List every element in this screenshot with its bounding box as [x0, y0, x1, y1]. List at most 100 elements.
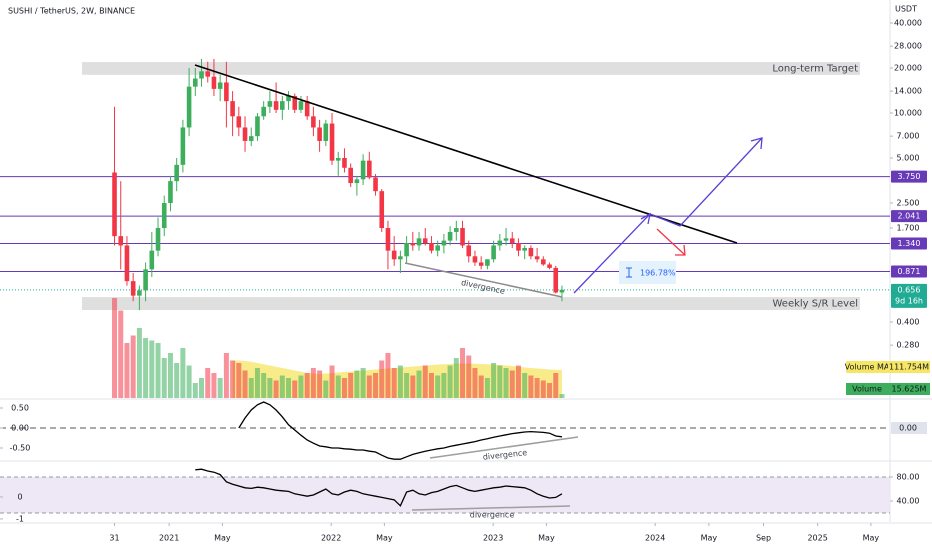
candle-body	[130, 281, 136, 296]
candle-body	[217, 82, 223, 89]
x-tick-label: May	[863, 534, 880, 543]
volume-bar	[136, 328, 142, 398]
volume-bar	[223, 353, 229, 398]
candle-body	[186, 86, 192, 128]
volume-bar	[503, 368, 509, 398]
y-tick-label: 1.700	[897, 224, 920, 233]
candle-body	[112, 172, 117, 237]
volume-bar	[559, 394, 565, 398]
volume-bar	[391, 368, 397, 398]
volume-bar	[112, 298, 118, 398]
legend-name: Volume MA	[845, 363, 890, 372]
volume-bar	[242, 370, 248, 398]
y-tick-label: 0.50	[11, 404, 29, 413]
volume-bar	[161, 358, 167, 398]
volume-bar	[478, 375, 484, 398]
volume-bar	[230, 360, 236, 398]
y-tick-label: 28.000	[894, 42, 922, 51]
y-tick-label: 0	[17, 492, 22, 501]
volume-bar	[199, 378, 205, 398]
candle-body	[342, 157, 347, 168]
candle-body	[286, 95, 291, 102]
volume-bar	[360, 368, 366, 398]
level-label: 2.041	[898, 212, 921, 221]
volume-bar	[317, 370, 323, 398]
volume-bar	[205, 368, 211, 398]
candle-body	[273, 101, 279, 110]
volume-bar	[373, 373, 379, 398]
volume-bar	[460, 348, 466, 398]
candle-body	[373, 177, 378, 192]
volume-bar	[310, 368, 316, 398]
volume-bar	[341, 378, 347, 398]
y-tick-label: 0.400	[897, 317, 920, 326]
level-box	[891, 237, 927, 250]
volume-bar	[292, 380, 298, 398]
volume-bar	[515, 365, 521, 398]
divergence-label: divergence	[470, 511, 515, 520]
candle-body	[497, 240, 503, 246]
zone-label: Long-term Target	[772, 63, 858, 74]
candle-body	[422, 238, 428, 243]
level-box	[891, 170, 927, 183]
volume-bar	[167, 353, 173, 398]
band-fill	[0, 477, 890, 513]
x-tick-label: 2021	[159, 534, 179, 543]
arrow-head	[675, 244, 686, 256]
x-tick-label: 2024	[645, 534, 665, 543]
volume-bar	[267, 378, 273, 398]
candle-body	[454, 228, 459, 232]
y-tick-label: 0.00	[899, 424, 917, 433]
candle-body	[118, 236, 124, 246]
candle-body	[143, 269, 148, 291]
volume-bar	[435, 375, 441, 398]
candle-body	[267, 101, 273, 107]
volume-bar	[304, 373, 310, 398]
volume-bar	[522, 373, 528, 398]
candle-body	[522, 247, 527, 251]
volume-bar	[385, 353, 391, 398]
y-tick-label: 2.500	[897, 198, 920, 207]
candle-body	[435, 245, 440, 251]
level-label: 1.340	[898, 239, 921, 248]
volume-bar	[528, 375, 534, 398]
volume-bar	[323, 380, 329, 398]
zone	[82, 297, 860, 310]
volume-bar	[211, 373, 217, 398]
x-tick-label: May	[376, 534, 393, 543]
candle-body	[429, 242, 434, 251]
divergence-line	[411, 505, 571, 511]
volume-bar	[453, 358, 459, 398]
volume-bar	[540, 380, 546, 398]
candle-body	[491, 245, 496, 260]
y-tick-label: 80.00	[897, 473, 920, 482]
candle-body	[398, 256, 403, 260]
y-tick-label: 40.000	[894, 18, 922, 27]
divergence-line	[404, 262, 563, 298]
x-tick-label: May	[214, 534, 231, 543]
level-box	[891, 210, 927, 223]
trend-line	[194, 64, 738, 244]
x-tick-label: 2025	[807, 534, 827, 543]
candle-body	[553, 267, 559, 293]
volume-bar	[428, 373, 434, 398]
candle-body	[230, 101, 235, 117]
candle-body	[124, 245, 130, 282]
volume-bar	[404, 373, 410, 398]
candle-body	[317, 127, 322, 141]
candle-body	[242, 127, 248, 141]
volume-bar	[329, 365, 335, 398]
volume-bar	[143, 338, 149, 398]
candle-body	[503, 238, 509, 241]
volume-bar	[236, 363, 242, 398]
volume-bar	[174, 363, 180, 398]
volume-bar	[180, 348, 186, 398]
candle-body	[379, 191, 385, 229]
candle-body	[161, 202, 167, 229]
candle-body	[534, 256, 540, 260]
candle-body	[416, 238, 422, 246]
candle-body	[199, 71, 204, 79]
countdown-label: 9d 16h	[895, 296, 923, 305]
candle-body	[193, 78, 198, 87]
